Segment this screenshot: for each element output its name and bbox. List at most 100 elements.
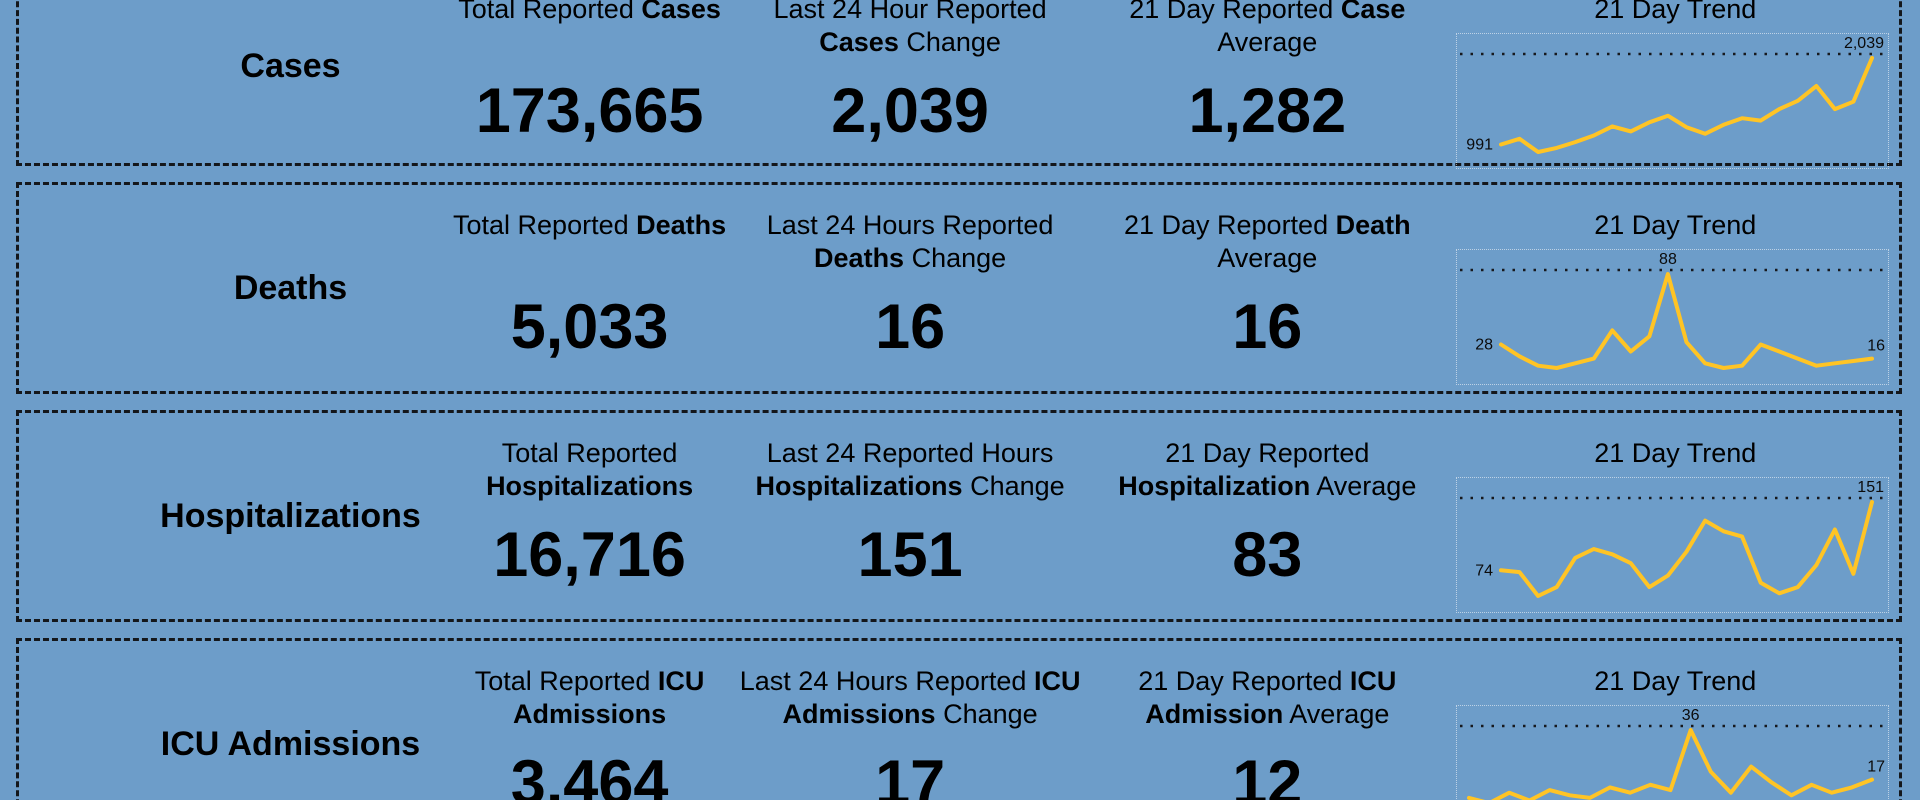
average-header-post: Average [1217, 27, 1318, 57]
average-header-bold: Case [1340, 0, 1406, 24]
average-header: 21 Day Reported Death Average [1085, 209, 1449, 275]
average-header: 21 Day Reported Case Average [1085, 0, 1449, 59]
change-header-bold: ICU Admissions [782, 666, 1081, 729]
change-header-bold: Hospitalizations [755, 471, 963, 501]
spark-last-value-label: 16 [1867, 338, 1885, 355]
total-value: 3,464 [510, 748, 669, 800]
row-label: Hospitalizations [160, 496, 421, 535]
average-cell: 21 Day Reported ICU Admission Average 12 [1083, 641, 1451, 800]
total-header: Total Reported Deaths [444, 209, 735, 242]
trend-sparkline: 36 17 [1455, 705, 1889, 800]
average-value: 12 [1232, 748, 1303, 800]
trend-title: 21 Day Trend [1594, 210, 1757, 240]
total-cell: Total Reported Cases 173,665 [442, 0, 737, 163]
change-header: Last 24 Hours Reported ICU Admissions Ch… [739, 665, 1081, 731]
change-header-post: Change [904, 243, 1007, 273]
average-header: 21 Day Reported Hospitalization Average [1085, 437, 1449, 503]
trend-line [1498, 56, 1874, 154]
average-value: 16 [1232, 292, 1303, 362]
total-cell: Total Reported ICU Admissions 3,464 [442, 641, 737, 800]
average-header-post: Average [1283, 699, 1390, 729]
average-value: 83 [1232, 520, 1303, 590]
total-header: Total Reported Cases [444, 0, 735, 26]
trend-cell: 21 Day Trend 74 151 [1452, 413, 1899, 619]
metric-row-icu-admissions: ICU Admissions Total Reported ICU Admiss… [16, 638, 1902, 800]
total-header-pre: Total Reported [453, 210, 637, 240]
change-header-post: Change [962, 471, 1065, 501]
average-value: 1,282 [1188, 76, 1347, 146]
spark-max-value-label: 151 [1857, 479, 1884, 496]
row-label-cell: ICU Admissions [19, 641, 442, 800]
trend-cell: 21 Day Trend 28 88 16 [1452, 185, 1899, 391]
row-label: ICU Admissions [160, 724, 421, 763]
total-header-pre: Total Reported [474, 666, 658, 696]
spark-max-value-label: 36 [1681, 707, 1699, 724]
total-value: 173,665 [475, 76, 704, 146]
spark-max-value-label: 88 [1659, 251, 1677, 268]
total-header-bold: Hospitalizations [486, 471, 694, 501]
total-header-pre: Total Reported [501, 438, 678, 468]
total-header-bold: ICU Admissions [513, 666, 705, 729]
trend-sparkline-svg: 28 88 16 [1459, 251, 1885, 370]
trend-sparkline: 74 151 [1455, 477, 1889, 613]
change-header-bold: Cases [819, 27, 899, 57]
average-header-post: Average [1310, 471, 1417, 501]
change-header-post: Change [935, 699, 1038, 729]
trend-cell: 21 Day Trend 36 17 [1452, 641, 1899, 800]
change-value: 17 [875, 748, 946, 800]
trend-sparkline-svg: 991 2,039 [1459, 35, 1885, 154]
change-header-post: Change [898, 27, 1001, 57]
trend-sparkline-svg: 36 17 [1459, 707, 1885, 800]
change-header-pre: Last 24 Hours Reported [766, 210, 1054, 240]
total-header-bold: Deaths [636, 210, 727, 240]
change-cell: Last 24 Reported Hours Hospitalizations … [737, 413, 1083, 619]
average-header-pre: 21 Day Reported [1123, 210, 1336, 240]
average-header-bold: ICU Admission [1145, 666, 1397, 729]
total-header: Total Reported ICU Admissions [444, 665, 735, 731]
metric-row-cases: Cases Total Reported Cases 173,665 Last … [16, 0, 1902, 169]
total-header-bold: Cases [641, 0, 721, 24]
trend-cell: 21 Day Trend 991 2,039 [1452, 0, 1899, 169]
average-header-bold: Hospitalization [1118, 471, 1311, 501]
change-header: Last 24 Reported Hours Hospitalizations … [739, 437, 1081, 503]
total-header-pre: Total Reported [458, 0, 642, 24]
spark-first-value-label: 28 [1475, 337, 1493, 354]
average-header-pre: 21 Day Reported [1129, 0, 1341, 24]
spark-first-value-label: 991 [1466, 136, 1493, 153]
row-label-cell: Hospitalizations [19, 413, 442, 619]
average-header-post: Average [1217, 243, 1318, 273]
change-header: Last 24 Hours Reported Deaths Change [739, 209, 1081, 275]
change-cell: Last 24 Hours Reported Deaths Change 16 [737, 185, 1083, 391]
change-cell: Last 24 Hours Reported ICU Admissions Ch… [737, 641, 1083, 800]
change-header-bold: Deaths [814, 243, 905, 273]
change-header-pre: Last 24 Reported Hours [766, 438, 1054, 468]
average-header-pre: 21 Day Reported [1138, 666, 1350, 696]
trend-line [1498, 500, 1874, 598]
change-value: 16 [875, 292, 946, 362]
change-header-pre: Last 24 Hour Reported [773, 0, 1047, 24]
trend-sparkline: 28 88 16 [1455, 249, 1889, 385]
trend-line [1498, 272, 1874, 370]
trend-title: 21 Day Trend [1594, 666, 1757, 696]
change-cell: Last 24 Hour Reported Cases Change 2,039 [737, 0, 1083, 163]
average-header-bold: Death [1335, 210, 1411, 240]
trend-line [1466, 728, 1874, 800]
row-label: Deaths [233, 268, 348, 307]
spark-first-value-label: 74 [1475, 562, 1493, 579]
row-label-cell: Cases [19, 0, 442, 163]
metric-row-deaths: Deaths Total Reported Deaths 5,033 Last … [16, 182, 1902, 394]
change-value: 151 [857, 520, 963, 590]
total-value: 16,716 [493, 520, 686, 590]
change-value: 2,039 [831, 76, 989, 146]
change-header: Last 24 Hour Reported Cases Change [739, 0, 1081, 59]
trend-sparkline-svg: 74 151 [1459, 479, 1885, 598]
total-cell: Total Reported Deaths 5,033 [442, 185, 737, 391]
spark-max-value-label: 2,039 [1843, 35, 1883, 52]
total-header: Total Reported Hospitalizations [444, 437, 735, 503]
trend-sparkline: 991 2,039 [1455, 33, 1889, 169]
row-label: Cases [240, 46, 341, 85]
trend-title: 21 Day Trend [1594, 438, 1757, 468]
total-cell: Total Reported Hospitalizations 16,716 [442, 413, 737, 619]
average-header: 21 Day Reported ICU Admission Average [1085, 665, 1449, 731]
average-cell: 21 Day Reported Death Average 16 [1083, 185, 1451, 391]
